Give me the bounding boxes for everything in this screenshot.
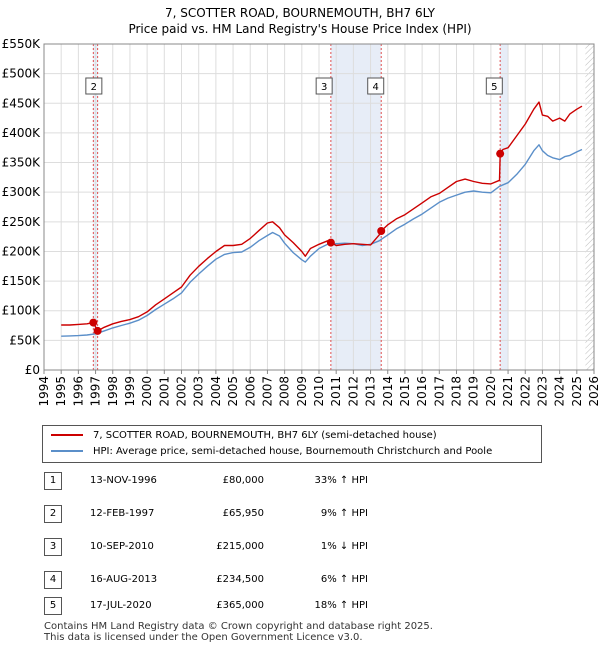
chart-subtitle: Price paid vs. HM Land Registry's House …	[128, 22, 472, 36]
chart-title: 7, SCOTTER ROAD, BOURNEMOUTH, BH7 6LY	[164, 6, 435, 20]
sale-number-box: 3	[44, 538, 62, 556]
sale-row: 2 12-FEB-1997 £65,950 9% ↑ HPI	[42, 505, 562, 525]
legend-label-property: 7, SCOTTER ROAD, BOURNEMOUTH, BH7 6LY (s…	[93, 430, 437, 441]
footer-licence: This data is licensed under the Open Gov…	[44, 632, 363, 643]
x-tick-label: 2006	[243, 376, 257, 407]
x-tick-label: 2025	[570, 376, 584, 407]
x-tick-label: 2020	[484, 376, 498, 407]
sale-date: 13-NOV-1996	[90, 475, 157, 486]
sale-point	[326, 238, 335, 247]
x-tick-label: 2019	[467, 376, 481, 407]
sale-price: £234,500	[216, 574, 264, 585]
price-chart: 2 3 4 5 £0 £50K £100K £150K £200K £250K £300K £350K…	[2, 37, 600, 407]
x-tick-label: 2008	[278, 376, 292, 407]
sale-hpi-diff: 9% ↑ HPI	[320, 508, 368, 519]
x-tick-label: 2007	[260, 376, 274, 407]
legend-item-property: 7, SCOTTER ROAD, BOURNEMOUTH, BH7 6LY (s…	[51, 428, 437, 444]
x-tick-label: 2024	[553, 376, 567, 407]
x-tick-label: 2013	[364, 376, 378, 407]
sale-price: £215,000	[216, 541, 264, 552]
y-tick-label: £50K	[9, 333, 41, 347]
y-tick-label: £350K	[2, 156, 42, 170]
x-tick-label: 2026	[587, 376, 600, 407]
sale-point	[93, 326, 102, 335]
sale-label-number: 4	[373, 82, 379, 93]
sale-hpi-diff: 18% ↑ HPI	[314, 600, 368, 611]
legend-swatch-hpi	[51, 450, 83, 452]
sale-number-box: 1	[44, 472, 62, 490]
x-tick-label: 2017	[432, 376, 446, 407]
y-tick-label: £550K	[2, 37, 42, 51]
sale-number-box: 5	[44, 597, 62, 615]
sale-row: 1 13-NOV-1996 £80,000 33% ↑ HPI	[42, 472, 562, 492]
sale-row: 3 10-SEP-2010 £215,000 1% ↓ HPI	[42, 538, 562, 558]
x-tick-label: 1999	[123, 376, 137, 407]
x-tick-label: 2022	[518, 376, 532, 407]
footer-copyright: Contains HM Land Registry data © Crown c…	[44, 621, 433, 632]
y-tick-label: £200K	[2, 244, 42, 258]
sale-label-number: 3	[321, 82, 327, 93]
x-tick-label: 2000	[140, 376, 154, 407]
sale-hpi-diff: 33% ↑ HPI	[314, 475, 368, 486]
sale-price: £65,950	[222, 508, 264, 519]
sale-date: 17-JUL-2020	[90, 600, 152, 611]
x-tick-label: 2009	[295, 376, 309, 407]
sale-number-box: 4	[44, 571, 62, 589]
x-tick-label: 1998	[106, 376, 120, 407]
x-tick-label: 2021	[501, 376, 515, 407]
sale-row: 5 17-JUL-2020 £365,000 18% ↑ HPI	[42, 597, 562, 617]
y-tick-label: £400K	[2, 126, 42, 140]
legend-item-hpi: HPI: Average price, semi-detached house,…	[51, 444, 492, 460]
sale-point	[377, 227, 386, 236]
sale-point	[496, 149, 505, 158]
ownership-span	[330, 44, 382, 370]
x-tick-label: 1995	[54, 376, 68, 407]
sale-price: £80,000	[222, 475, 264, 486]
legend-label-hpi: HPI: Average price, semi-detached house,…	[93, 446, 493, 457]
sale-label-box	[485, 77, 503, 95]
x-tick-label: 1994	[37, 376, 51, 407]
sale-hpi-diff: 1% ↓ HPI	[320, 541, 368, 552]
sale-row: 4 16-AUG-2013 £234,500 6% ↑ HPI	[42, 571, 562, 591]
ownership-span	[500, 44, 509, 370]
x-tick-label: 2015	[398, 376, 412, 407]
x-tick-label: 1997	[89, 376, 103, 407]
x-tick-label: 2003	[192, 376, 206, 407]
y-tick-label: £500K	[2, 67, 42, 81]
sale-label-box	[367, 77, 385, 95]
x-tick-label: 2011	[329, 376, 343, 407]
x-tick-label: 2012	[346, 376, 360, 407]
x-tick-label: 2010	[312, 376, 326, 407]
future-hatch	[585, 44, 594, 370]
sale-label-number: 5	[491, 82, 497, 93]
x-tick-label: 2002	[175, 376, 189, 407]
sale-number-box: 2	[44, 505, 62, 523]
x-tick-label: 2001	[157, 376, 171, 407]
y-tick-label: £300K	[2, 185, 42, 199]
sale-hpi-diff: 6% ↑ HPI	[320, 574, 368, 585]
x-tick-label: 2023	[535, 376, 549, 407]
x-tick-label: 2016	[415, 376, 429, 407]
y-tick-label: £100K	[2, 304, 42, 318]
footer: Contains HM Land Registry data © Crown c…	[44, 621, 433, 643]
x-tick-label: 2018	[450, 376, 464, 407]
legend-swatch-property	[51, 434, 83, 436]
y-tick-label: £0	[25, 363, 40, 377]
x-tick-label: 2014	[381, 376, 395, 407]
y-tick-label: £250K	[2, 215, 42, 229]
x-tick-label: 2005	[226, 376, 240, 407]
sale-date: 10-SEP-2010	[90, 541, 154, 552]
sale-date: 16-AUG-2013	[90, 574, 158, 585]
sale-label-number: 2	[91, 82, 97, 93]
sale-label-box	[85, 77, 103, 95]
sale-point	[89, 318, 98, 327]
y-tick-label: £150K	[2, 274, 42, 288]
sale-price: £365,000	[216, 600, 264, 611]
x-tick-label: 1996	[71, 376, 85, 407]
y-tick-label: £450K	[2, 96, 42, 110]
legend: 7, SCOTTER ROAD, BOURNEMOUTH, BH7 6LY (s…	[42, 425, 542, 463]
x-tick-label: 2004	[209, 376, 223, 407]
sale-label-box	[315, 77, 333, 95]
sale-date: 12-FEB-1997	[90, 508, 155, 519]
